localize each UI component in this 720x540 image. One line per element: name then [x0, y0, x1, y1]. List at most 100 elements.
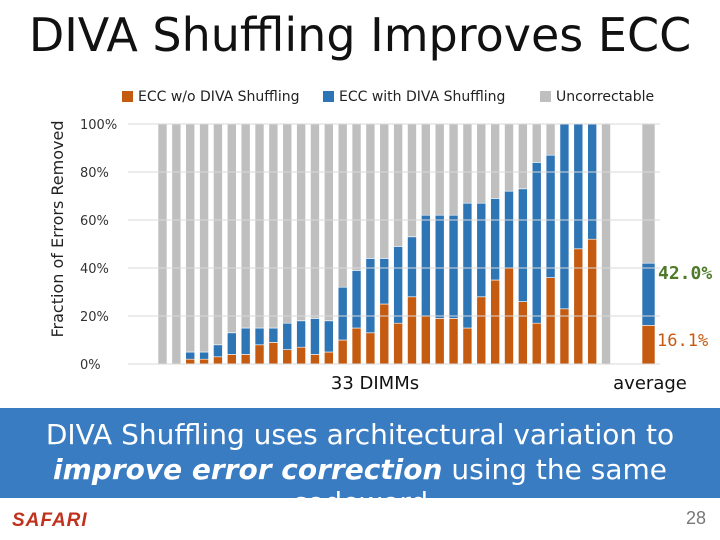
bar-ecc-with-diva-dimm-17: [379, 258, 390, 305]
bars-layer: [157, 123, 656, 365]
bar-ecc-without-diva-dimm-29: [545, 277, 556, 365]
bar-ecc-with-diva-dimm-10: [282, 322, 293, 350]
bar-uncorrectable-dimm-28: [531, 123, 542, 163]
bar-ecc-without-diva-dimm-21: [434, 318, 445, 365]
bar-uncorrectable-dimm-33: [601, 123, 611, 365]
bar-ecc-without-diva-dimm-17: [379, 303, 390, 365]
bar-ecc-with-diva-dimm-19: [407, 236, 417, 298]
bar-uncorrectable-dimm-21: [434, 123, 445, 216]
bar-ecc-with-diva-dimm-14: [337, 286, 348, 341]
bar-ecc-without-diva-dimm-25: [490, 279, 500, 365]
legend-swatch-uncorrectable: [540, 91, 551, 102]
bar-ecc-without-diva-dimm-22: [448, 318, 459, 365]
stacked-bar-chart: 0% 20% 40% 60% 80% 100% ECC w/o DIVA Shufflin…: [48, 89, 712, 394]
bar-ecc-with-diva-dimm-22: [448, 214, 459, 319]
bar-ecc-with-diva-dimm-18: [393, 246, 403, 324]
legend-swatch-ecc-with-diva: [323, 91, 334, 102]
bar-ecc-without-diva-average: [641, 325, 656, 365]
bar-uncorrectable-dimm-20: [421, 123, 431, 216]
bar-ecc-with-diva-dimm-26: [504, 190, 514, 269]
bar-uncorrectable-dimm-4: [199, 123, 209, 353]
slide-title: DIVA Shuffling Improves ECC: [28, 8, 692, 62]
bar-ecc-with-diva-dimm-16: [365, 258, 376, 334]
bar-uncorrectable-dimm-9: [268, 123, 279, 329]
legend-label-ecc-with-diva: ECC with DIVA Shuffling: [339, 89, 505, 105]
bar-ecc-with-diva-dimm-8: [254, 327, 265, 346]
legend-swatch-ecc-without-diva: [122, 91, 133, 102]
y-tick-label: 100%: [80, 118, 117, 133]
bar-ecc-without-diva-dimm-19: [407, 296, 417, 365]
bar-ecc-without-diva-dimm-15: [351, 327, 362, 365]
bar-ecc-with-diva-dimm-23: [462, 202, 473, 329]
bar-ecc-without-diva-dimm-20: [421, 315, 431, 365]
banner-line-2: improve error correction using the same …: [0, 453, 720, 519]
summary-banner: DIVA Shuffling uses architectural variat…: [0, 408, 720, 519]
bar-ecc-without-diva-dimm-14: [337, 339, 348, 365]
bar-uncorrectable-dimm-29: [545, 123, 556, 156]
bar-uncorrectable-dimm-3: [185, 123, 196, 353]
bar-ecc-without-diva-dimm-4: [199, 358, 209, 365]
bar-uncorrectable-dimm-22: [448, 123, 459, 216]
bar-ecc-with-diva-dimm-30: [559, 123, 570, 310]
bar-ecc-without-diva-dimm-31: [573, 248, 584, 365]
bar-ecc-without-diva-dimm-3: [185, 358, 196, 365]
bar-ecc-without-diva-dimm-8: [254, 344, 265, 365]
bar-uncorrectable-dimm-25: [490, 123, 500, 199]
bar-ecc-without-diva-dimm-28: [531, 322, 542, 365]
bar-uncorrectable-average: [641, 123, 656, 264]
bar-ecc-with-diva-dimm-31: [573, 123, 584, 250]
bar-uncorrectable-dimm-26: [504, 123, 514, 192]
annotation-ecc-with-average: 42.0%: [658, 263, 712, 284]
legend-label-uncorrectable: Uncorrectable: [556, 89, 654, 105]
bar-ecc-without-diva-dimm-24: [476, 296, 487, 365]
banner-emphasis: improve error correction: [53, 453, 443, 486]
y-tick-label: 20%: [80, 310, 109, 325]
bar-ecc-with-diva-dimm-12: [310, 318, 320, 355]
bar-ecc-without-diva-dimm-12: [310, 354, 320, 365]
bar-ecc-without-diva-dimm-6: [227, 354, 237, 365]
bar-uncorrectable-dimm-7: [240, 123, 251, 329]
bar-uncorrectable-dimm-24: [476, 123, 487, 204]
bar-uncorrectable-dimm-15: [351, 123, 362, 271]
bar-uncorrectable-dimm-8: [254, 123, 265, 329]
legend: ECC w/o DIVA Shuffling ECC with DIVA Shuf…: [122, 89, 654, 105]
bar-ecc-without-diva-dimm-32: [587, 238, 597, 365]
bar-uncorrectable-dimm-18: [393, 123, 403, 247]
x-axis-label-average: average: [613, 373, 687, 394]
bar-ecc-with-diva-dimm-9: [268, 327, 279, 343]
bar-ecc-without-diva-dimm-9: [268, 342, 279, 365]
bar-ecc-with-diva-dimm-29: [545, 154, 556, 278]
bar-uncorrectable-dimm-5: [213, 123, 223, 346]
bar-ecc-with-diva-dimm-6: [227, 332, 237, 355]
y-tick-label: 40%: [80, 262, 109, 277]
bar-ecc-with-diva-dimm-11: [296, 320, 306, 348]
bar-uncorrectable-dimm-12: [310, 123, 320, 319]
bar-uncorrectable-dimm-17: [379, 123, 390, 259]
banner-line-1: DIVA Shuffling uses architectural variat…: [45, 418, 675, 451]
x-axis-label-dimms: 33 DIMMs: [331, 373, 419, 394]
bar-ecc-with-diva-dimm-20: [421, 214, 431, 317]
bar-ecc-without-diva-dimm-13: [324, 351, 334, 365]
bar-ecc-without-diva-dimm-7: [240, 354, 251, 365]
legend-label-ecc-without-diva: ECC w/o DIVA Shuffling: [138, 89, 299, 105]
y-tick-label: 0%: [80, 358, 101, 373]
page-number: 28: [685, 508, 706, 528]
bar-uncorrectable-dimm-16: [365, 123, 376, 259]
bar-uncorrectable-dimm-6: [227, 123, 237, 334]
bar-uncorrectable-dimm-10: [282, 123, 293, 324]
bar-uncorrectable-dimm-2: [171, 123, 182, 365]
bar-ecc-with-diva-dimm-32: [587, 123, 597, 240]
bar-ecc-with-diva-dimm-21: [434, 214, 445, 319]
bar-ecc-without-diva-dimm-11: [296, 346, 306, 365]
bar-ecc-with-diva-dimm-3: [185, 351, 196, 360]
axis-layer: 0% 20% 40% 60% 80% 100%: [80, 118, 660, 373]
y-tick-label: 60%: [80, 214, 109, 229]
bar-uncorrectable-dimm-27: [518, 123, 528, 190]
bar-ecc-with-diva-dimm-15: [351, 270, 362, 329]
bar-ecc-with-diva-dimm-7: [240, 327, 251, 355]
annotation-ecc-without-average: 16.1%: [657, 331, 708, 351]
banner-rest: using the same codeword: [291, 453, 667, 519]
bar-uncorrectable-dimm-23: [462, 123, 473, 204]
safari-logo: SAFARI: [12, 510, 88, 531]
y-tick-label: 80%: [80, 166, 109, 181]
